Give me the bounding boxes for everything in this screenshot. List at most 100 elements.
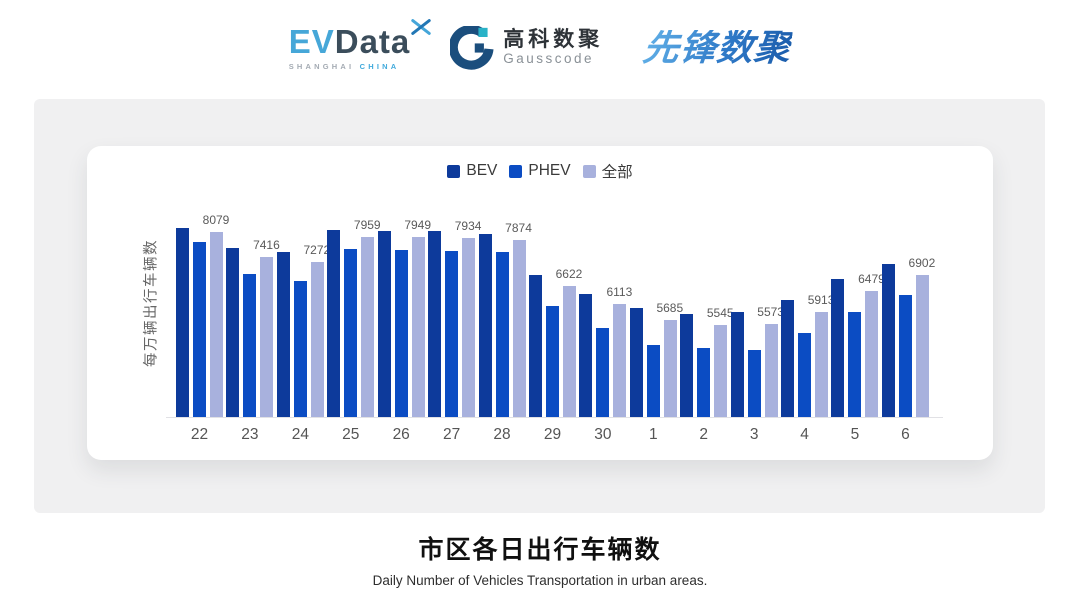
bar-PHEV-25 xyxy=(344,249,358,417)
data-label-30: 6113 xyxy=(606,285,633,299)
data-label-24: 7272 xyxy=(303,243,331,257)
evdata-subtitle: SHANGHAI CHINA xyxy=(289,62,411,71)
bar-BEV-4 xyxy=(781,300,795,417)
x-axis-label-29: 29 xyxy=(543,426,562,443)
xianfeng-logo: 先锋数聚 xyxy=(641,27,794,68)
data-label-29: 6622 xyxy=(555,267,583,281)
bar-group-24: 7272 xyxy=(276,243,330,417)
gausscode-en-text: Gausscode xyxy=(503,51,595,67)
y-axis-title: 每万辆出行车辆数 xyxy=(143,239,160,367)
bar-BEV-27 xyxy=(428,231,442,417)
bar-全部-26 xyxy=(411,237,425,417)
chart-title: 市区各日出行车辆数 xyxy=(418,536,662,564)
legend-label: 全部 xyxy=(601,164,633,181)
data-label-26: 7949 xyxy=(404,218,432,232)
bar-group-22: 8079 xyxy=(176,213,229,417)
data-label-1: 5685 xyxy=(656,301,684,315)
data-label-25: 7959 xyxy=(353,218,381,232)
bar-全部-5 xyxy=(865,291,879,417)
evdata-logo: EVData SHANGHAI CHINA xyxy=(288,19,431,71)
data-label-3: 5573 xyxy=(757,305,784,319)
bar-全部-22 xyxy=(210,232,223,417)
bar-PHEV-5 xyxy=(848,312,862,417)
bar-BEV-26 xyxy=(377,231,391,417)
bar-全部-3 xyxy=(764,324,778,417)
bar-全部-24 xyxy=(310,262,324,417)
bar-group-2: 5545 xyxy=(680,306,734,417)
propeller-x-icon xyxy=(411,19,431,35)
bar-group-23: 7416 xyxy=(226,238,280,417)
data-label-23: 7416 xyxy=(253,238,280,252)
bar-PHEV-6 xyxy=(898,295,912,417)
evdata-wordmark: EVData xyxy=(288,19,431,60)
x-axis-label-25: 25 xyxy=(342,426,360,443)
gausscode-g-icon xyxy=(450,26,494,70)
bar-PHEV-22 xyxy=(193,242,206,417)
legend-swatch xyxy=(509,164,523,178)
bar-全部-2 xyxy=(714,325,728,417)
bars-container: 8079 7416 7272 7959 7949 7934 7874 6622 6113 5685… xyxy=(166,197,943,417)
x-axis-line xyxy=(166,417,943,418)
data-label-22: 8079 xyxy=(202,213,230,227)
legend-item-PHEV[interactable]: PHEV xyxy=(509,162,571,180)
x-axis-label-2: 2 xyxy=(699,426,709,443)
bar-PHEV-4 xyxy=(798,333,812,417)
x-axis-label-3: 3 xyxy=(749,426,759,443)
x-axis-label-5: 5 xyxy=(850,426,860,443)
bar-PHEV-27 xyxy=(445,251,459,417)
bar-PHEV-26 xyxy=(394,250,408,417)
bar-PHEV-30 xyxy=(596,328,610,417)
bar-group-5: 6479 xyxy=(831,272,885,417)
bar-全部-4 xyxy=(815,312,829,417)
legend-swatch xyxy=(447,164,461,178)
x-axis-labels: 22 23 24 25 26 27 28 29 30 1 2 3 4 5 6 xyxy=(166,426,943,444)
bar-全部-29 xyxy=(562,286,576,417)
x-axis-label-24: 24 xyxy=(291,426,309,443)
bar-全部-30 xyxy=(613,304,627,417)
header-logos: EVData SHANGHAI CHINA 高科数聚 Gausscode xyxy=(0,0,1080,96)
bar-group-29: 6622 xyxy=(528,267,582,417)
bar-BEV-6 xyxy=(881,264,895,417)
x-axis-label-30: 30 xyxy=(594,426,612,443)
legend-item-全部[interactable]: 全部 xyxy=(582,160,633,182)
bar-group-4: 5913 xyxy=(781,293,834,417)
legend-label: BEV xyxy=(466,162,498,179)
bar-全部-23 xyxy=(260,257,274,417)
evdata-ev-text: EV xyxy=(288,23,335,60)
bar-group-28: 7874 xyxy=(478,221,532,417)
bar-BEV-23 xyxy=(226,248,240,417)
data-label-28: 7874 xyxy=(505,221,532,235)
bar-BEV-1 xyxy=(629,308,643,417)
evdata-shanghai-text: SHANGHAI xyxy=(288,62,355,71)
bar-BEV-30 xyxy=(579,294,593,417)
plot-area: 8079 7416 7272 7959 7949 7934 7874 6622 6113 5685… xyxy=(166,197,943,444)
legend-label: PHEV xyxy=(528,162,571,179)
bar-BEV-29 xyxy=(528,275,542,417)
bar-全部-25 xyxy=(361,237,375,417)
bar-BEV-3 xyxy=(730,312,744,417)
legend-item-BEV[interactable]: BEV xyxy=(447,162,497,180)
gausscode-text: 高科数聚 Gausscode xyxy=(503,28,603,67)
x-axis-label-23: 23 xyxy=(241,426,259,443)
chart-card: BEV PHEV 全部 每万辆出行车辆数 8079 7416 7272 7959 7949 7… xyxy=(87,146,993,460)
bar-group-3: 5573 xyxy=(730,305,784,417)
bar-group-30: 6113 xyxy=(579,285,632,417)
bar-全部-6 xyxy=(915,275,929,417)
x-axis-label-6: 6 xyxy=(901,426,910,443)
data-label-27: 7934 xyxy=(454,219,482,233)
bar-BEV-22 xyxy=(176,228,189,417)
bar-group-1: 5685 xyxy=(629,301,683,417)
x-axis-label-22: 22 xyxy=(190,426,209,443)
bar-PHEV-2 xyxy=(697,348,711,417)
gausscode-logo: 高科数聚 Gausscode xyxy=(450,26,603,70)
legend-swatch xyxy=(582,164,596,178)
data-label-5: 6479 xyxy=(858,272,885,286)
chart-subtitle: Daily Number of Vehicles Transportation … xyxy=(372,573,708,588)
bar-BEV-2 xyxy=(680,314,694,417)
bar-全部-1 xyxy=(663,320,677,417)
bar-PHEV-24 xyxy=(293,281,307,417)
bar-PHEV-23 xyxy=(243,274,257,417)
bar-group-25: 7959 xyxy=(327,218,381,417)
bar-PHEV-3 xyxy=(747,350,761,417)
